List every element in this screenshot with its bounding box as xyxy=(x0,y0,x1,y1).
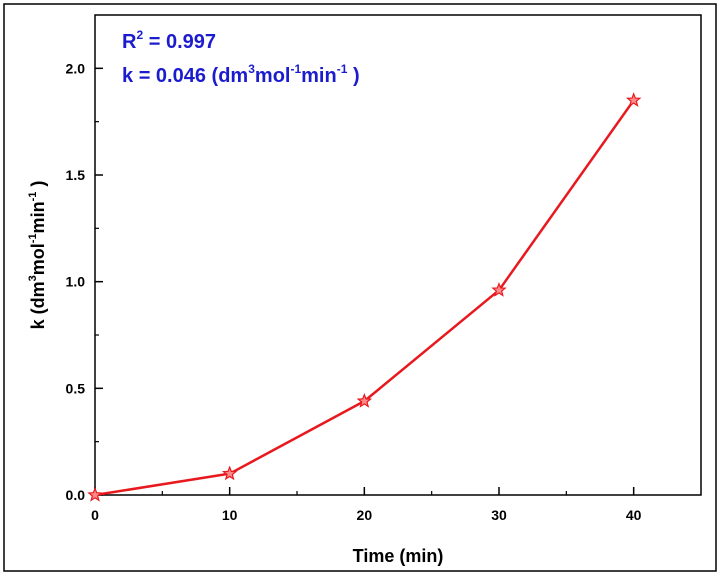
outer-border xyxy=(3,3,717,572)
y-tick-label: 1.0 xyxy=(66,274,86,290)
series-layer xyxy=(87,92,642,502)
data-point-star xyxy=(87,486,103,502)
annotation-r-squared: R2 = 0.997 xyxy=(122,28,216,53)
data-point-star xyxy=(356,392,373,408)
x-tick-label: 20 xyxy=(357,507,373,523)
x-tick-label: 0 xyxy=(91,507,99,523)
plot-area xyxy=(94,14,702,496)
data-point-star xyxy=(221,465,238,481)
x-tick-label: 30 xyxy=(491,507,507,523)
axis-tick-labels: 0 10 20 30 40 0.0 0.5 1.0 1.5 2.0 xyxy=(66,60,642,523)
y-tick-label: 0.0 xyxy=(66,487,86,503)
y-tick-label: 0.5 xyxy=(66,380,86,396)
y-axis-label: k (dm3mol-1min-1 ) xyxy=(27,181,48,330)
x-tick-label: 40 xyxy=(626,507,642,523)
y-tick-label: 2.0 xyxy=(66,60,86,76)
annotation-rate-constant: k = 0.046 (dm3mol-1min-1 ) xyxy=(122,62,360,87)
data-point-star xyxy=(491,282,507,297)
data-point-star xyxy=(625,92,642,107)
x-tick-label: 10 xyxy=(222,507,238,523)
y-tick-label: 1.5 xyxy=(66,167,86,183)
x-axis-label: Time (min) xyxy=(353,546,444,566)
